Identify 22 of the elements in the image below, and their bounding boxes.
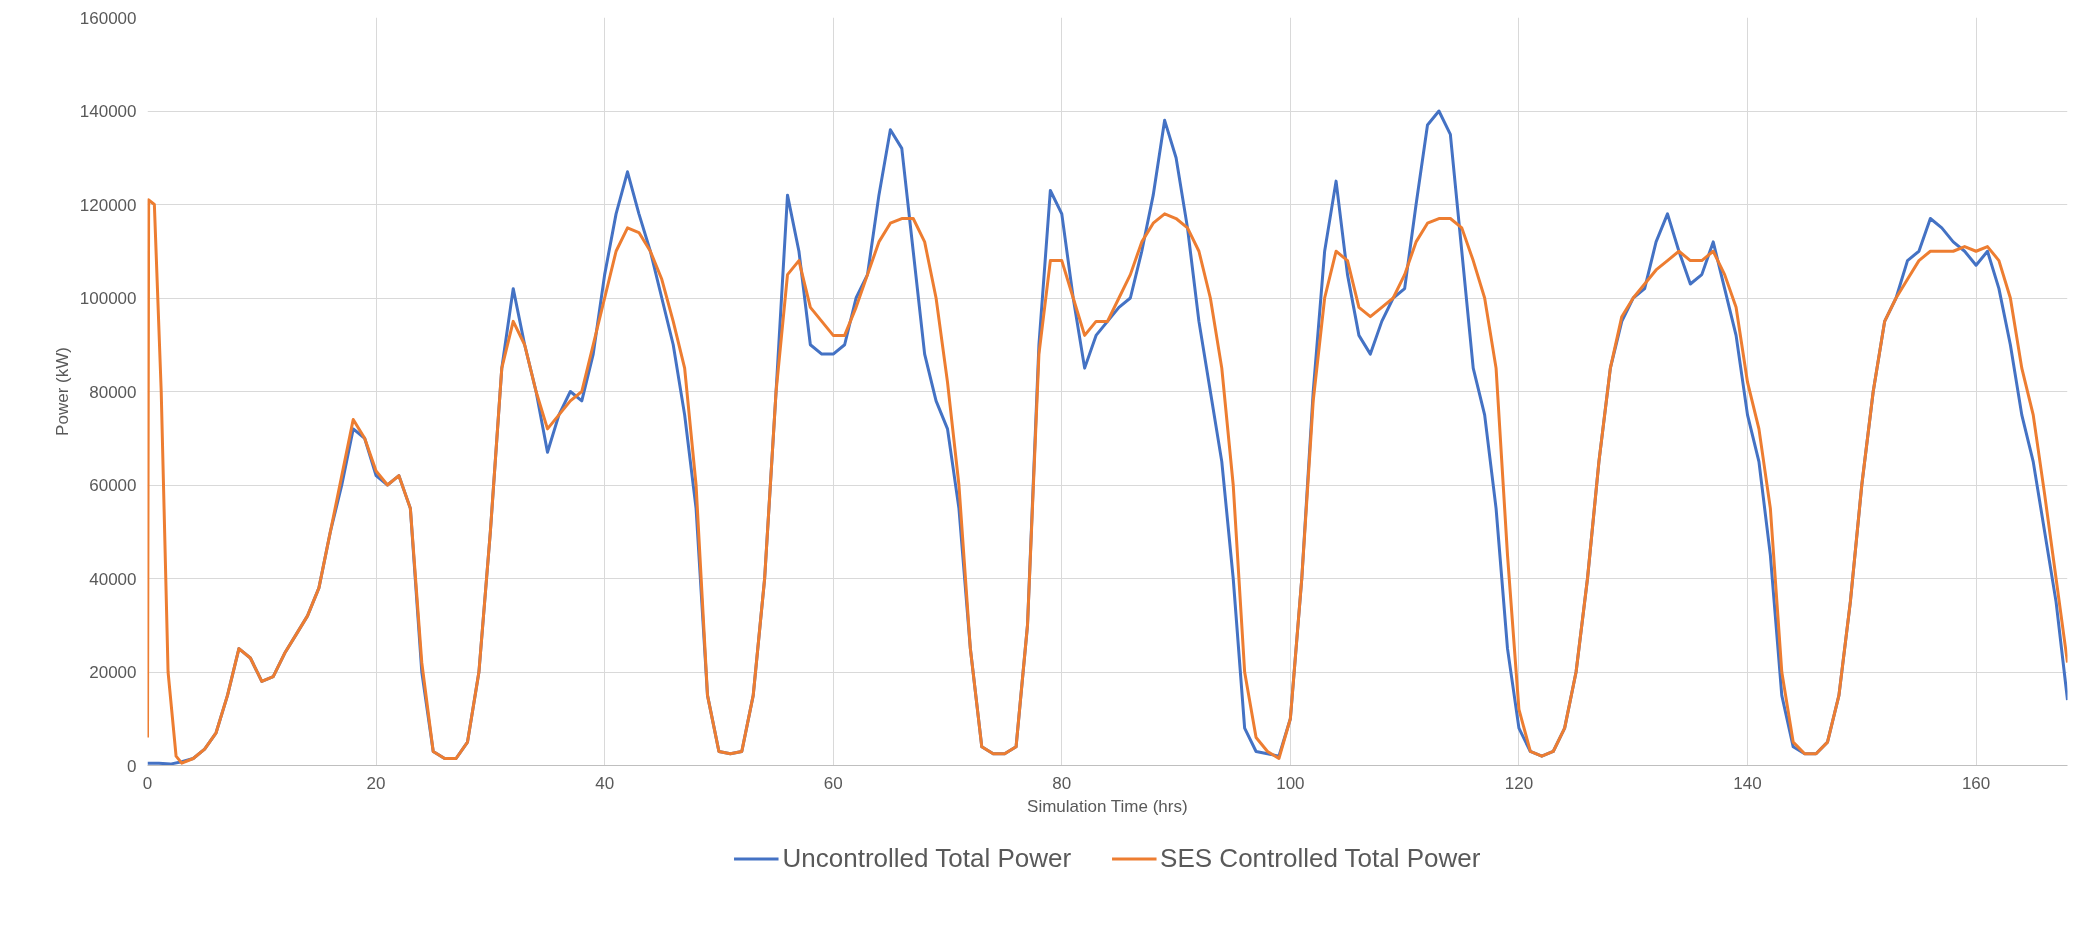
x-tick-label: 100 xyxy=(1276,773,1305,793)
x-tick-label: 40 xyxy=(595,773,615,793)
y-tick-label: 40000 xyxy=(89,569,137,589)
x-tick-label: 140 xyxy=(1733,773,1762,793)
legend-label: Uncontrolled Total Power xyxy=(782,842,1072,874)
x-tick-label: 160 xyxy=(1961,773,1991,793)
y-tick-label: 100000 xyxy=(79,289,137,308)
x-tick-label: 60 xyxy=(823,773,843,793)
y-tick-label: 80000 xyxy=(89,382,137,402)
legend-label: SES Controlled Total Power xyxy=(1160,842,1481,874)
y-tick-label: 60000 xyxy=(89,476,137,495)
y-tick-label: 0 xyxy=(127,756,137,776)
x-tick-label: 0 xyxy=(142,773,153,793)
x-tick-label: 80 xyxy=(1052,773,1072,793)
x-tick-label: 120 xyxy=(1504,773,1534,793)
x-axis-title: Simulation Time (hrs) xyxy=(1027,796,1188,816)
y-axis-title: Power (kW) xyxy=(52,347,72,436)
y-tick-label: 120000 xyxy=(79,195,137,215)
y-tick-label: 160000 xyxy=(79,8,137,28)
y-tick-label: 20000 xyxy=(89,663,137,682)
y-tick-label: 140000 xyxy=(79,102,137,121)
x-tick-label: 20 xyxy=(366,773,386,793)
